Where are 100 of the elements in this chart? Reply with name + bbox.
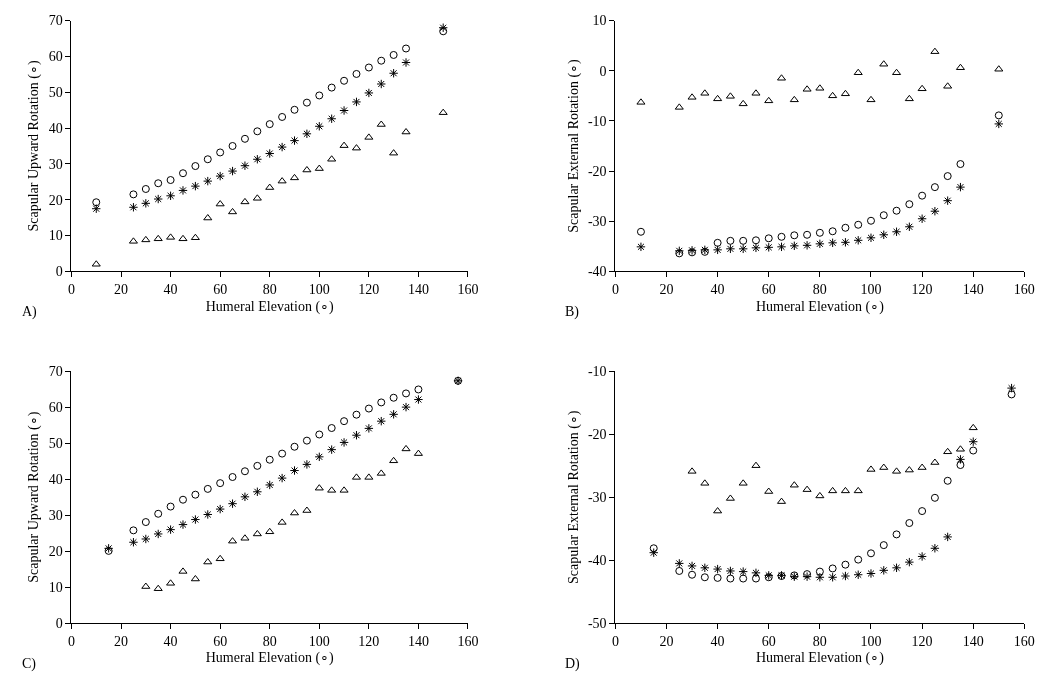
- point: [815, 567, 824, 576]
- y-tick-label: 70: [48, 363, 63, 379]
- point: [879, 211, 888, 220]
- point: [789, 95, 799, 103]
- y-axis-title: Scapular Upward Rotation (∘): [26, 411, 43, 583]
- point: [789, 481, 799, 488]
- point: [91, 204, 101, 214]
- y-tick-label: -10: [587, 113, 607, 129]
- point: [840, 486, 850, 494]
- point: [277, 473, 287, 483]
- point: [265, 455, 274, 464]
- point: [402, 44, 411, 53]
- text: C): [22, 656, 37, 672]
- point: [738, 566, 748, 577]
- point: [315, 430, 324, 439]
- point: [128, 537, 139, 547]
- point: [265, 480, 275, 490]
- point: [129, 190, 138, 199]
- point: [879, 541, 888, 550]
- y-tick-label: 60: [48, 400, 63, 416]
- point: [327, 155, 337, 162]
- point: [166, 176, 175, 185]
- point: [700, 563, 710, 573]
- point: [751, 243, 761, 253]
- point: [636, 242, 646, 252]
- point: [955, 182, 966, 192]
- point: [190, 574, 200, 582]
- point: [203, 214, 213, 221]
- y-tick-label: 30: [48, 508, 63, 524]
- x-tick-label: 140: [407, 282, 429, 298]
- point: [128, 202, 139, 212]
- point: [215, 504, 225, 514]
- point: [854, 220, 863, 229]
- point: [674, 103, 684, 110]
- point: [802, 85, 812, 92]
- x-tick-label: 120: [358, 282, 380, 298]
- point: [203, 509, 213, 520]
- point: [302, 506, 312, 513]
- point: [314, 164, 324, 171]
- point: [955, 63, 965, 70]
- point: [994, 119, 1004, 129]
- point: [892, 467, 902, 474]
- point: [918, 191, 927, 200]
- point: [687, 93, 697, 100]
- point: [879, 230, 889, 240]
- point: [228, 141, 237, 150]
- point: [891, 227, 902, 237]
- point: [840, 89, 850, 97]
- y-tick-label: 10: [48, 228, 63, 244]
- point: [751, 89, 761, 96]
- point: [725, 244, 736, 254]
- point: [153, 584, 163, 591]
- point: [688, 570, 697, 579]
- y-tick-label: -20: [587, 163, 607, 179]
- x-axis-title: Humeral Elevation (∘): [755, 298, 885, 315]
- point: [141, 582, 151, 589]
- point: [828, 486, 838, 494]
- point: [438, 23, 448, 33]
- point: [713, 573, 722, 582]
- point: [302, 98, 311, 107]
- point: [700, 479, 710, 486]
- point: [853, 235, 863, 246]
- point: [955, 445, 965, 452]
- point: [339, 486, 349, 493]
- point: [302, 166, 312, 173]
- point: [265, 120, 274, 129]
- point: [401, 57, 411, 68]
- point: [252, 529, 262, 537]
- point: [1006, 383, 1017, 393]
- point: [352, 410, 361, 419]
- point: [228, 537, 238, 544]
- point: [866, 95, 876, 103]
- point: [827, 238, 838, 248]
- x-tick-label: 120: [911, 634, 933, 650]
- point: [751, 574, 760, 583]
- point: [178, 519, 188, 530]
- point: [866, 568, 876, 579]
- point: [327, 486, 337, 493]
- point: [776, 242, 787, 252]
- y-tick-label: 20: [48, 192, 63, 208]
- point: [377, 398, 386, 407]
- x-tick-label: 60: [761, 282, 776, 298]
- point: [918, 507, 927, 516]
- point: [289, 135, 300, 146]
- point: [178, 495, 187, 504]
- y-tick-label: -10: [587, 363, 607, 379]
- point: [725, 494, 735, 501]
- point: [738, 479, 748, 486]
- point: [389, 50, 398, 59]
- point: [1007, 390, 1016, 399]
- y-tick-label: -20: [587, 427, 607, 443]
- point: [215, 554, 225, 562]
- x-axis-title: Humeral Elevation (∘): [205, 298, 335, 315]
- point: [866, 465, 876, 472]
- point: [265, 148, 275, 159]
- point: [240, 534, 250, 541]
- point: [153, 234, 163, 242]
- x-tick-label: 140: [962, 634, 984, 650]
- point: [930, 493, 939, 502]
- point: [277, 177, 287, 184]
